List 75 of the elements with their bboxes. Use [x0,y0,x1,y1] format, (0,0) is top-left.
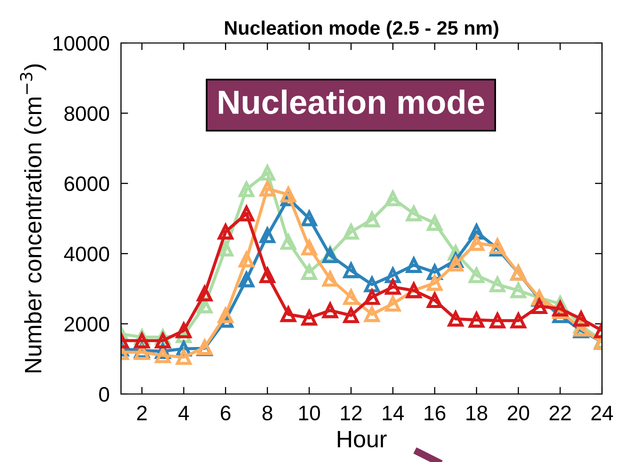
x-tick-label: 2 [137,406,147,420]
point [385,279,401,295]
point [385,190,401,206]
point [134,332,150,348]
point [510,282,526,298]
point [406,257,422,273]
point [468,312,484,328]
point [155,348,171,364]
annotation: Nucleation mode [218,90,484,114]
y-axis-title: Number concentration (cm$^{−3}$) [20,64,46,372]
point [322,271,338,287]
x-tick-label: 8 [262,406,272,420]
x-tick-label: 14 [382,406,404,420]
x-tick-label: 12 [341,406,362,420]
x-tick-label: 4 [178,406,189,420]
point [301,310,317,326]
point [238,206,254,222]
point [490,276,506,292]
point [448,311,464,327]
point [218,224,234,240]
y-tick-label: 6000 [64,176,110,192]
point [196,286,212,302]
point [218,308,234,324]
point [490,312,506,328]
point [468,235,484,251]
point [364,306,380,322]
point [448,256,464,272]
point [260,228,276,244]
x-tick-label: 20 [508,406,530,420]
y-tick-label: 0 [99,387,110,402]
point [280,306,296,322]
point [343,289,359,305]
point [301,210,317,226]
point [426,215,442,231]
point [510,312,526,328]
point [531,298,548,314]
x-tick-label: 6 [220,406,230,420]
point [573,311,589,327]
point [155,332,171,348]
y-tick-label: 10000 [54,36,110,51]
point [364,276,380,292]
point [343,262,359,278]
point [238,252,254,268]
point [280,186,296,202]
point [238,272,254,288]
x-tick-label: 24 [591,406,613,420]
x-tick-label: 22 [550,406,571,420]
y-tick-label: 4000 [64,246,110,262]
chart-title: Nucleation mode (2.5 - 25 nm) [225,20,498,39]
point [406,206,422,222]
point [301,240,317,256]
point [260,268,276,284]
point [238,182,254,198]
point [343,224,359,240]
point [218,240,234,256]
point [280,234,296,250]
x-tick-label: 10 [299,406,320,420]
point [468,268,484,284]
x-axis-title: Hour [338,430,387,448]
point [343,308,359,324]
point [426,275,442,291]
x-tick-label: 18 [466,406,488,420]
point [364,289,380,305]
point [426,292,442,308]
x-tick-label: 16 [424,406,446,420]
point [176,322,192,338]
point [385,296,401,312]
y-tick-label: 8000 [64,106,110,121]
point [364,212,380,228]
point [301,264,317,280]
y-tick-label: 2000 [64,316,110,332]
point [260,180,276,196]
point [176,349,192,365]
point [322,302,338,318]
point [260,165,276,181]
